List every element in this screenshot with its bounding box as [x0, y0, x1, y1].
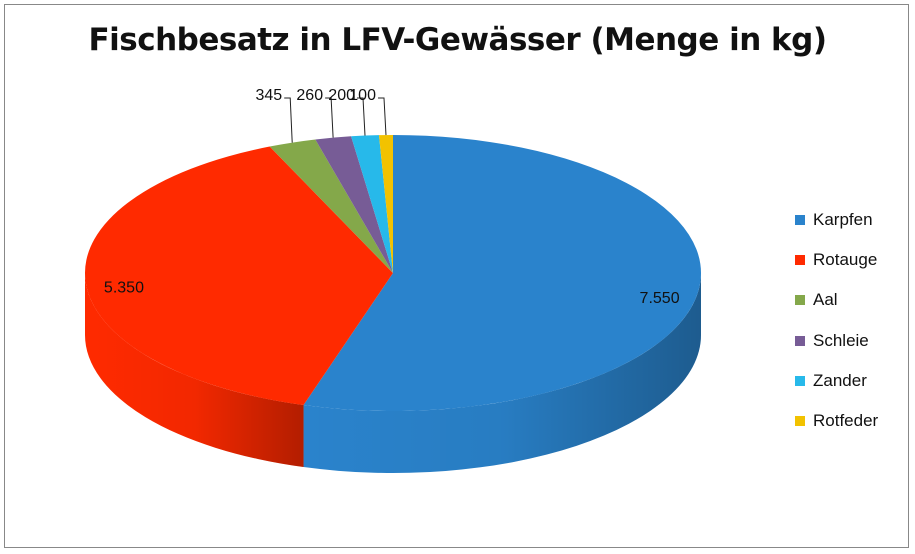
pie-slice-karpfen [303, 135, 702, 411]
legend-label: Schleie [813, 330, 869, 350]
legend-label: Zander [813, 370, 867, 390]
legend-swatch [795, 215, 805, 226]
pie-side-rotauge-shade [85, 273, 304, 468]
legend-item-rotauge: Rotauge [795, 240, 905, 280]
legend-item-rotfeder: Rotfeder [795, 401, 905, 441]
pie-leader-lines [284, 97, 387, 143]
legend-label: Karpfen [813, 210, 873, 230]
data-label-rotfeder: 100 [349, 87, 376, 104]
pie-slice-zander [351, 135, 393, 273]
chart-title: Fischbesatz in LFV-Gewässer (Menge in kg… [88, 22, 827, 58]
data-label-karpfen: 7.550 [640, 290, 680, 307]
pie-slice-aal [269, 139, 393, 273]
legend: Karpfen Rotauge Aal Schleie Zander Rotfeder [795, 200, 905, 441]
legend-label: Aal [813, 290, 838, 310]
legend-label: Rotauge [813, 250, 878, 270]
data-label-zander: 200 [328, 87, 355, 104]
legend-swatch [795, 255, 805, 266]
data-label-schleie: 260 [296, 87, 323, 104]
pie-slice-rotauge [84, 146, 393, 406]
pie-tops [84, 134, 702, 411]
legend-item-zander: Zander [795, 361, 905, 401]
pie-sides [85, 273, 701, 473]
pie-slice-schleie [315, 136, 393, 273]
legend-item-karpfen: Karpfen [795, 200, 905, 240]
legend-swatch [795, 416, 805, 427]
leader-line-schleie [325, 97, 334, 138]
legend-item-schleie: Schleie [795, 321, 905, 361]
data-label-aal: 345 [256, 87, 283, 104]
legend-swatch [795, 335, 805, 346]
legend-swatch [795, 295, 805, 306]
leader-line-zander [357, 97, 366, 136]
legend-label: Rotfeder [813, 411, 879, 431]
leader-line-rotfeder [377, 97, 387, 136]
leader-line-aal [284, 97, 293, 143]
legend-item-aal: Aal [795, 280, 905, 320]
data-label-rotauge: 5.350 [104, 280, 144, 297]
legend-swatch [795, 375, 805, 386]
pie-slice-rotfeder [378, 134, 393, 273]
pie-side-karpfen-shade [303, 273, 701, 473]
